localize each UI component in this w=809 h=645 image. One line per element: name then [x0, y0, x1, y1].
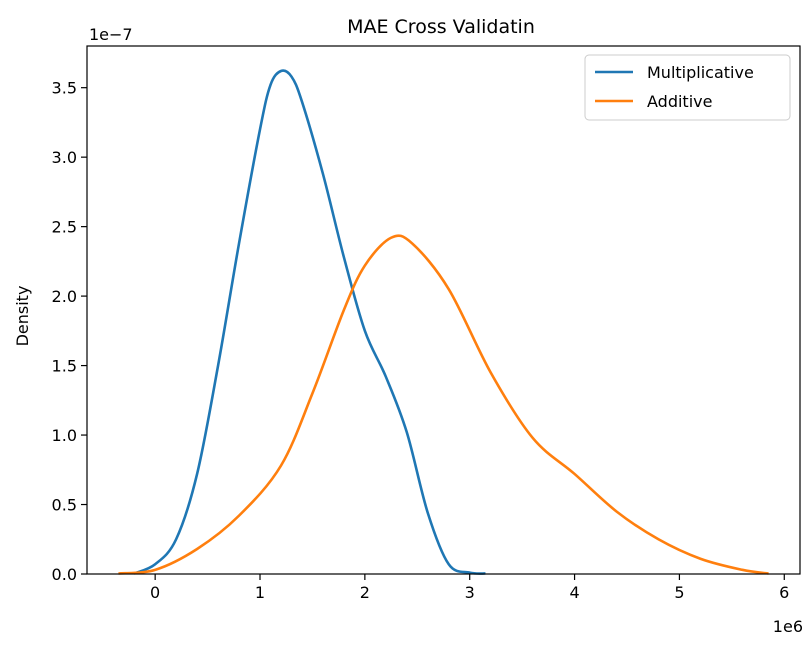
legend: Multiplicative Additive — [584, 54, 791, 121]
plot-frame — [86, 45, 801, 575]
x-tick-label: 5 — [674, 583, 684, 602]
y-tick-label: 3.0 — [52, 148, 77, 167]
y-tick-label: 0.0 — [52, 565, 77, 584]
x-tick-label: 6 — [779, 583, 789, 602]
y-tick-label: 3.5 — [52, 79, 77, 98]
y-tick-label: 1.5 — [52, 357, 77, 376]
series-line-additive — [118, 234, 769, 575]
legend-label-additive: Additive — [647, 92, 712, 111]
y-tick-label: 1.0 — [52, 426, 77, 445]
x-tick-label: 4 — [569, 583, 579, 602]
x-tick-label: 2 — [360, 583, 370, 602]
series-line-multiplicative — [133, 69, 486, 575]
x-tick-label: 1 — [255, 583, 265, 602]
y-tick-label: 0.5 — [52, 496, 77, 515]
legend-box — [584, 54, 791, 121]
y-tick-label: 2.5 — [52, 218, 77, 237]
y-tick-label: 2.0 — [52, 287, 77, 306]
series-layer — [118, 69, 769, 575]
chart-title: MAE Cross Validatin — [347, 16, 535, 38]
x-offset-text: 1e6 — [773, 617, 803, 636]
x-tick-label: 0 — [150, 583, 160, 602]
y-axis-label: Density — [13, 286, 32, 347]
axes-layer: 0 1 2 3 4 5 6 0.0 0.5 1.0 1.5 2.0 2.5 3.0 3.5 — [52, 45, 801, 602]
y-offset-text: 1e−7 — [89, 25, 133, 44]
x-tick-label: 3 — [465, 583, 475, 602]
legend-label-multiplicative: Multiplicative — [647, 63, 754, 82]
